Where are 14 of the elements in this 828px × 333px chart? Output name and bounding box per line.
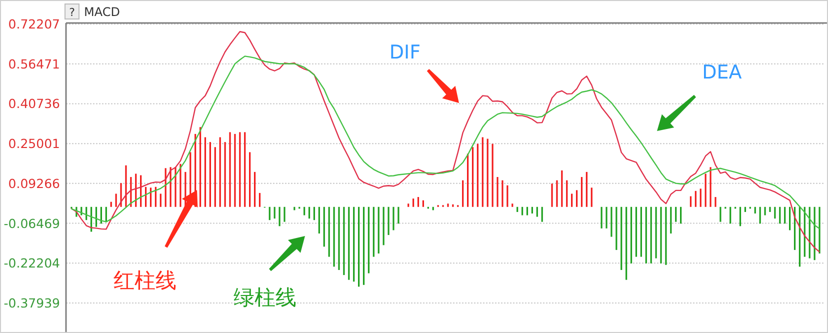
chart-title: MACD (84, 5, 120, 19)
y-tick-label: 0.40736 (8, 96, 60, 112)
annotation: DEA (702, 62, 742, 84)
y-tick-label: 0.09266 (8, 176, 60, 191)
y-tick-label: -0.22204 (4, 256, 60, 271)
annotation: DIF (389, 42, 421, 64)
y-tick-label: 0.72207 (8, 16, 60, 32)
y-tick-label: 0.56471 (8, 56, 60, 72)
y-tick-label: -0.06469 (4, 216, 60, 231)
annotation: 绿柱线 (234, 285, 296, 310)
y-tick-label: -0.37939 (4, 295, 60, 310)
y-tick-label: 0.25001 (8, 136, 60, 152)
help-button: ? (64, 4, 80, 20)
annotation: 红柱线 (114, 268, 176, 292)
